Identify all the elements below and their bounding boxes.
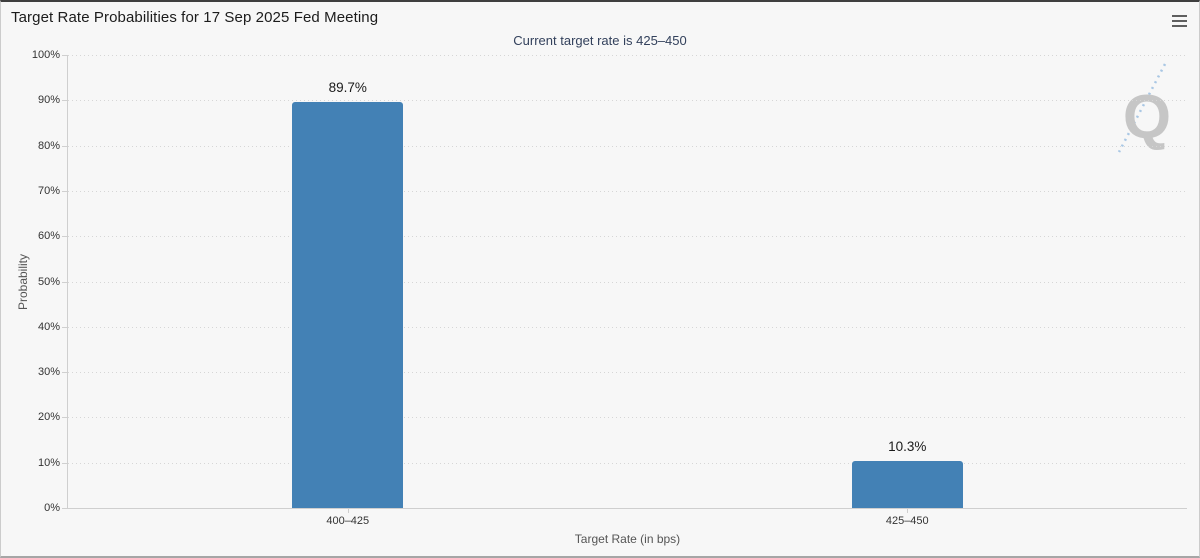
y-axis-label: 100% [31,49,60,61]
y-axis-tick [62,55,68,56]
chart-subtitle: Current target rate is 425–450 [513,33,687,48]
plot-area: Probability Target Rate (in bps) 0% 10% 20… [16,49,1187,546]
bar-425–450[interactable] [851,461,963,508]
bar-value-label: 10.3% [888,439,927,455]
y-axis-label: 10% [37,456,60,469]
y-gridline [68,372,1187,374]
hamburger-menu-icon[interactable] [1167,11,1191,31]
y-axis-label: 30% [37,366,60,379]
bar-value-label: 89.7% [328,79,367,95]
y-axis-label: 60% [37,230,60,243]
y-axis-tick [62,100,68,102]
y-gridline [68,326,1187,328]
y-axis-tick [62,508,68,509]
y-axis-label: 0% [44,502,60,514]
x-axis-title: Target Rate (in bps) [574,532,681,546]
y-axis-label: 40% [37,320,60,333]
y-axis-label: 50% [37,275,60,288]
x-axis-tick [907,508,909,513]
y-gridline [68,190,1187,192]
y-axis-tick [62,462,68,464]
y-axis-tick [62,281,68,283]
x-axis-label: 425–450 [885,515,929,527]
y-axis-tick [62,326,68,328]
y-axis-label: 20% [37,411,60,424]
chart-title: Target Rate Probabilities for 17 Sep 202… [11,9,379,26]
y-gridline [68,462,1187,464]
y-axis-tick [62,145,68,147]
y-axis-tick [62,417,68,419]
y-gridline [68,55,1187,56]
y-axis-label: 70% [37,184,60,197]
y-axis-label: 80% [37,139,60,152]
y-gridline [68,236,1187,238]
y-gridline [68,417,1187,419]
x-axis-tick [347,508,349,513]
y-axis-tick [62,236,68,238]
y-axis-tick [62,372,68,374]
x-axis-label: 400–425 [326,515,370,527]
y-axis-tick [62,190,68,192]
bar-400–425[interactable] [292,101,404,508]
y-axis-label: 90% [37,94,60,107]
y-gridline [68,281,1187,283]
y-gridline [68,100,1187,102]
y-gridline [68,145,1187,147]
